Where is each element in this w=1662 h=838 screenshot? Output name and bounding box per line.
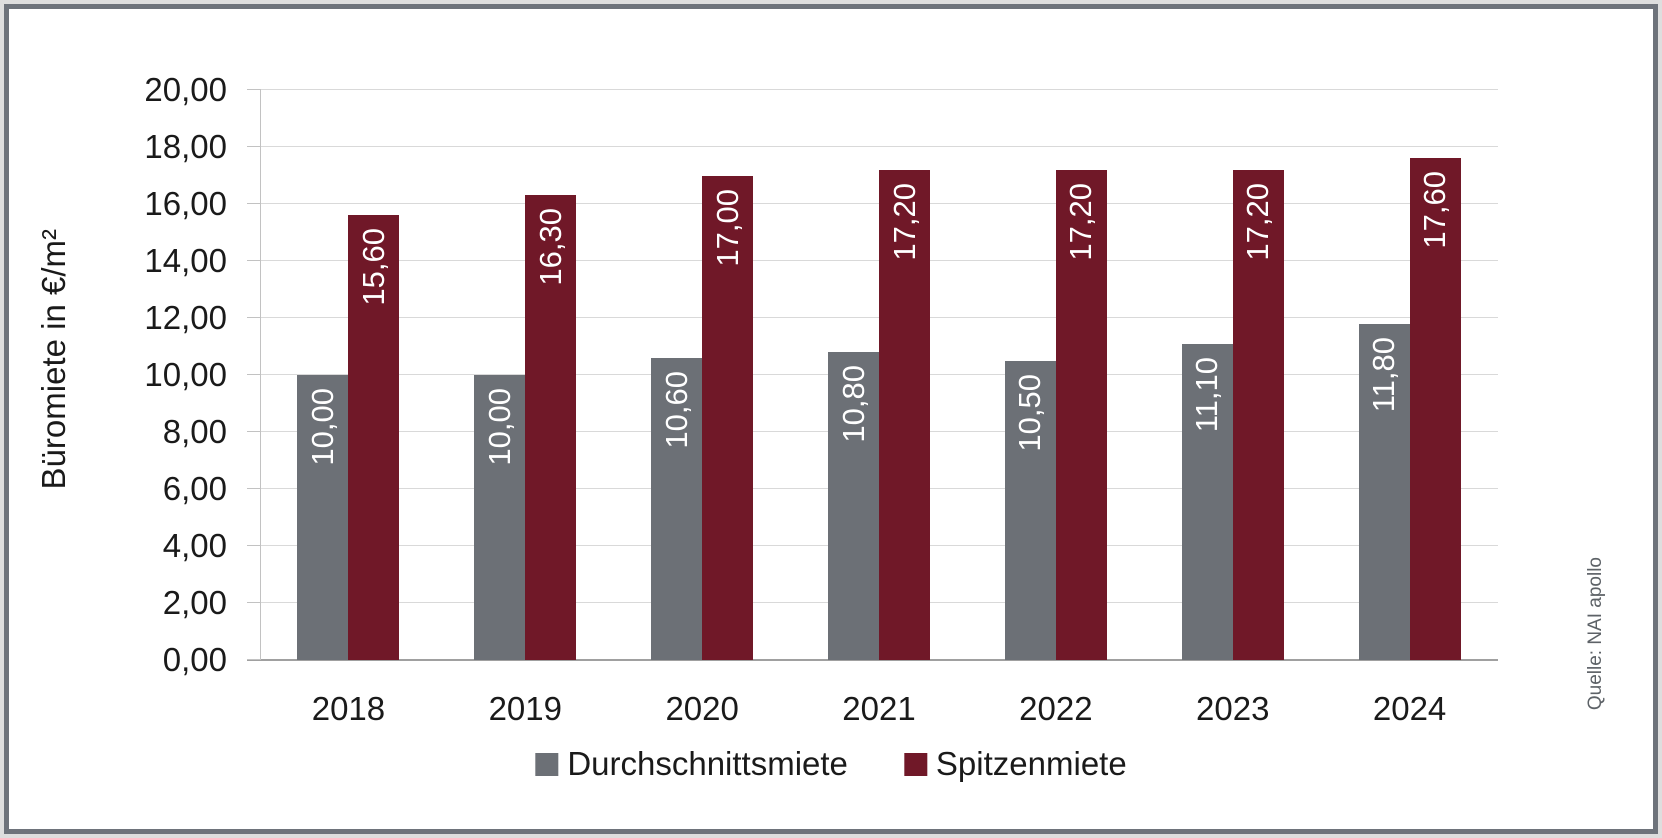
y-tick-6	[247, 488, 261, 489]
legend: Durchschnittsmiete Spitzenmiete	[535, 745, 1127, 783]
bar-durchschnittsmiete-2022: 10,50	[1004, 360, 1056, 660]
y-tick-label-10: 10,00	[144, 356, 227, 393]
x-axis-label-2022: 2022	[1019, 690, 1093, 727]
bar-durchschnittsmiete-2023: 11,10	[1181, 343, 1233, 660]
x-axis-label-2019: 2019	[488, 690, 562, 727]
source-credit: Quelle: NAI apollo	[1581, 544, 1611, 724]
bar-spitzenmiete-2020: 17,00	[702, 175, 754, 660]
bar-value-label-spitzenmiete-2022: 17,20	[1063, 182, 1099, 261]
y-tick-label-8: 8,00	[162, 413, 227, 450]
source-credit-text: Quelle: NAI apollo	[1585, 557, 1606, 711]
y-tick-label-20: 20,00	[144, 71, 227, 108]
x-axis-label-2021: 2021	[842, 690, 916, 727]
bar-spitzenmiete-2022: 17,20	[1055, 169, 1107, 660]
x-axis-label-2024: 2024	[1372, 690, 1447, 727]
x-axis-label-2020: 2020	[665, 690, 739, 727]
y-tick-8	[247, 431, 261, 432]
bar-value-label-durchschnittsmiete-2023: 11,10	[1189, 356, 1225, 432]
y-tick-0	[247, 659, 261, 660]
y-tick-label-16: 16,00	[144, 185, 227, 222]
bar-spitzenmiete-2021: 17,20	[879, 169, 930, 660]
y-tick-label-0: 0,00	[162, 641, 227, 678]
bar-value-label-spitzenmiete-2019: 16,30	[532, 208, 568, 287]
bar-value-label-spitzenmiete-2023: 17,20	[1240, 182, 1276, 261]
legend-label-spitzenmiete: Spitzenmiete	[935, 745, 1127, 782]
y-tick-10	[247, 374, 261, 375]
bar-durchschnittsmiete-2018: 10,00	[297, 375, 349, 660]
bar-value-label-durchschnittsmiete-2018: 10,00	[304, 388, 340, 466]
bar-value-label-spitzenmiete-2021: 17,20	[886, 182, 922, 261]
y-tick-label-18: 18,00	[144, 128, 227, 165]
bar-durchschnittsmiete-2024: 11,80	[1358, 323, 1410, 660]
bar-spitzenmiete-2019: 16,30	[525, 195, 577, 660]
y-tick-16	[247, 203, 261, 204]
plot-area: 10,00 15,60 10,00 16,30 10,60 17,00 10,80 17,20…	[260, 89, 1498, 660]
legend-item-spitzenmiete: Spitzenmiete	[903, 745, 1127, 783]
bar-value-label-durchschnittsmiete-2019: 10,00	[481, 388, 517, 466]
x-axis-line	[247, 659, 1498, 661]
y-tick-label-4: 4,00	[162, 527, 227, 564]
y-tick-label-12: 12,00	[144, 299, 227, 336]
bar-value-label-durchschnittsmiete-2022: 10,50	[1012, 373, 1048, 452]
y-tick-20	[247, 89, 261, 90]
y-axis-title: Büromiete in €/m²	[31, 149, 77, 569]
legend-item-durchschnittsmiete: Durchschnittsmiete	[535, 745, 848, 783]
y-axis-line	[260, 90, 261, 660]
y-tick-label-14: 14,00	[144, 242, 227, 279]
bar-value-label-durchschnittsmiete-2020: 10,60	[658, 370, 694, 449]
y-axis-title-text: Büromiete in €/m²	[35, 228, 72, 490]
y-tick-label-6: 6,00	[162, 470, 227, 507]
legend-swatch-durchschnittsmiete	[535, 752, 559, 776]
gridline-18	[260, 146, 1498, 147]
bar-value-label-spitzenmiete-2018: 15,60	[355, 228, 391, 306]
bar-spitzenmiete-2023: 17,20	[1232, 169, 1284, 660]
y-tick-label-2: 2,00	[162, 584, 227, 621]
bar-durchschnittsmiete-2020: 10,60	[651, 357, 703, 660]
y-tick-12	[247, 317, 261, 318]
y-tick-18	[247, 146, 261, 147]
bar-value-label-spitzenmiete-2024: 17,60	[1417, 171, 1453, 249]
bar-value-label-durchschnittsmiete-2021: 10,80	[835, 365, 871, 443]
y-tick-4	[247, 545, 261, 546]
gridline-20	[260, 89, 1498, 90]
bar-durchschnittsmiete-2019: 10,00	[474, 375, 526, 660]
bar-value-label-durchschnittsmiete-2024: 11,80	[1366, 336, 1402, 412]
bar-spitzenmiete-2018: 15,60	[348, 215, 400, 660]
x-axis-labels: 2018 2019 2020 2021 2022 2023 2024	[260, 688, 1498, 730]
y-tick-14	[247, 260, 261, 261]
x-axis-label-2018: 2018	[311, 690, 386, 727]
legend-label-durchschnittsmiete: Durchschnittsmiete	[567, 745, 848, 782]
bar-spitzenmiete-2024: 17,60	[1409, 158, 1461, 660]
y-tick-2	[247, 602, 261, 603]
chart-frame: Büromiete in €/m² 10,00 15,60 10,00 16,30 10…	[4, 4, 1658, 834]
x-axis-label-2023: 2023	[1196, 690, 1270, 727]
bar-value-label-spitzenmiete-2020: 17,00	[709, 188, 745, 267]
bar-durchschnittsmiete-2021: 10,80	[828, 352, 879, 660]
legend-swatch-spitzenmiete	[903, 752, 927, 776]
